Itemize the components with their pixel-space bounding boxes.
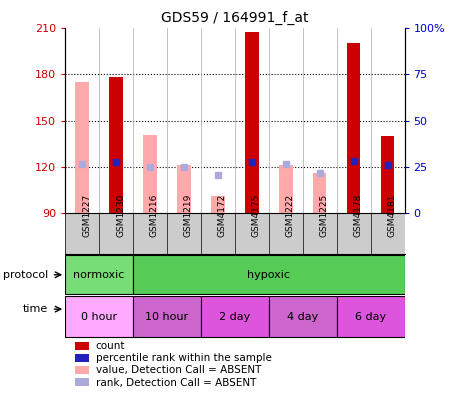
Bar bbox=[65, 296, 133, 337]
Text: time: time bbox=[23, 304, 48, 314]
Text: normoxic: normoxic bbox=[73, 270, 125, 280]
Bar bbox=[177, 166, 191, 213]
Text: GSM1225: GSM1225 bbox=[320, 194, 329, 237]
Bar bbox=[143, 135, 157, 213]
Text: GSM4175: GSM4175 bbox=[252, 194, 261, 237]
Text: GSM4178: GSM4178 bbox=[353, 194, 363, 237]
Text: GSM1216: GSM1216 bbox=[150, 194, 159, 237]
Text: 10 hour: 10 hour bbox=[146, 312, 188, 322]
Text: GSM1230: GSM1230 bbox=[116, 194, 125, 237]
Text: GSM4172: GSM4172 bbox=[218, 194, 227, 237]
Bar bbox=[279, 166, 292, 213]
Text: value, Detection Call = ABSENT: value, Detection Call = ABSENT bbox=[96, 366, 261, 375]
Text: GSM1219: GSM1219 bbox=[184, 194, 193, 237]
Text: 6 day: 6 day bbox=[355, 312, 386, 322]
Bar bbox=[337, 296, 405, 337]
Bar bbox=[347, 43, 360, 213]
Text: 2 day: 2 day bbox=[219, 312, 251, 322]
Bar bbox=[245, 32, 259, 213]
Bar bbox=[75, 354, 89, 362]
Text: hypoxic: hypoxic bbox=[247, 270, 290, 280]
Bar bbox=[269, 296, 337, 337]
Text: percentile rank within the sample: percentile rank within the sample bbox=[96, 353, 272, 364]
Bar bbox=[381, 136, 394, 213]
Text: GSM1227: GSM1227 bbox=[82, 194, 91, 237]
Text: GSM4181: GSM4181 bbox=[388, 194, 397, 237]
Text: GSM1222: GSM1222 bbox=[286, 194, 295, 237]
Text: protocol: protocol bbox=[3, 270, 48, 280]
Bar bbox=[133, 255, 405, 294]
Bar bbox=[75, 378, 89, 386]
Text: count: count bbox=[96, 341, 125, 351]
Bar bbox=[313, 173, 326, 213]
Bar bbox=[201, 296, 269, 337]
Text: 4 day: 4 day bbox=[287, 312, 319, 322]
Bar bbox=[75, 342, 89, 350]
Bar bbox=[75, 82, 89, 213]
Text: 0 hour: 0 hour bbox=[81, 312, 117, 322]
Bar bbox=[211, 196, 225, 213]
Title: GDS59 / 164991_f_at: GDS59 / 164991_f_at bbox=[161, 11, 309, 25]
Bar bbox=[133, 296, 201, 337]
Text: rank, Detection Call = ABSENT: rank, Detection Call = ABSENT bbox=[96, 377, 256, 388]
Bar bbox=[109, 77, 123, 213]
Bar bbox=[65, 255, 133, 294]
Bar bbox=[75, 366, 89, 374]
